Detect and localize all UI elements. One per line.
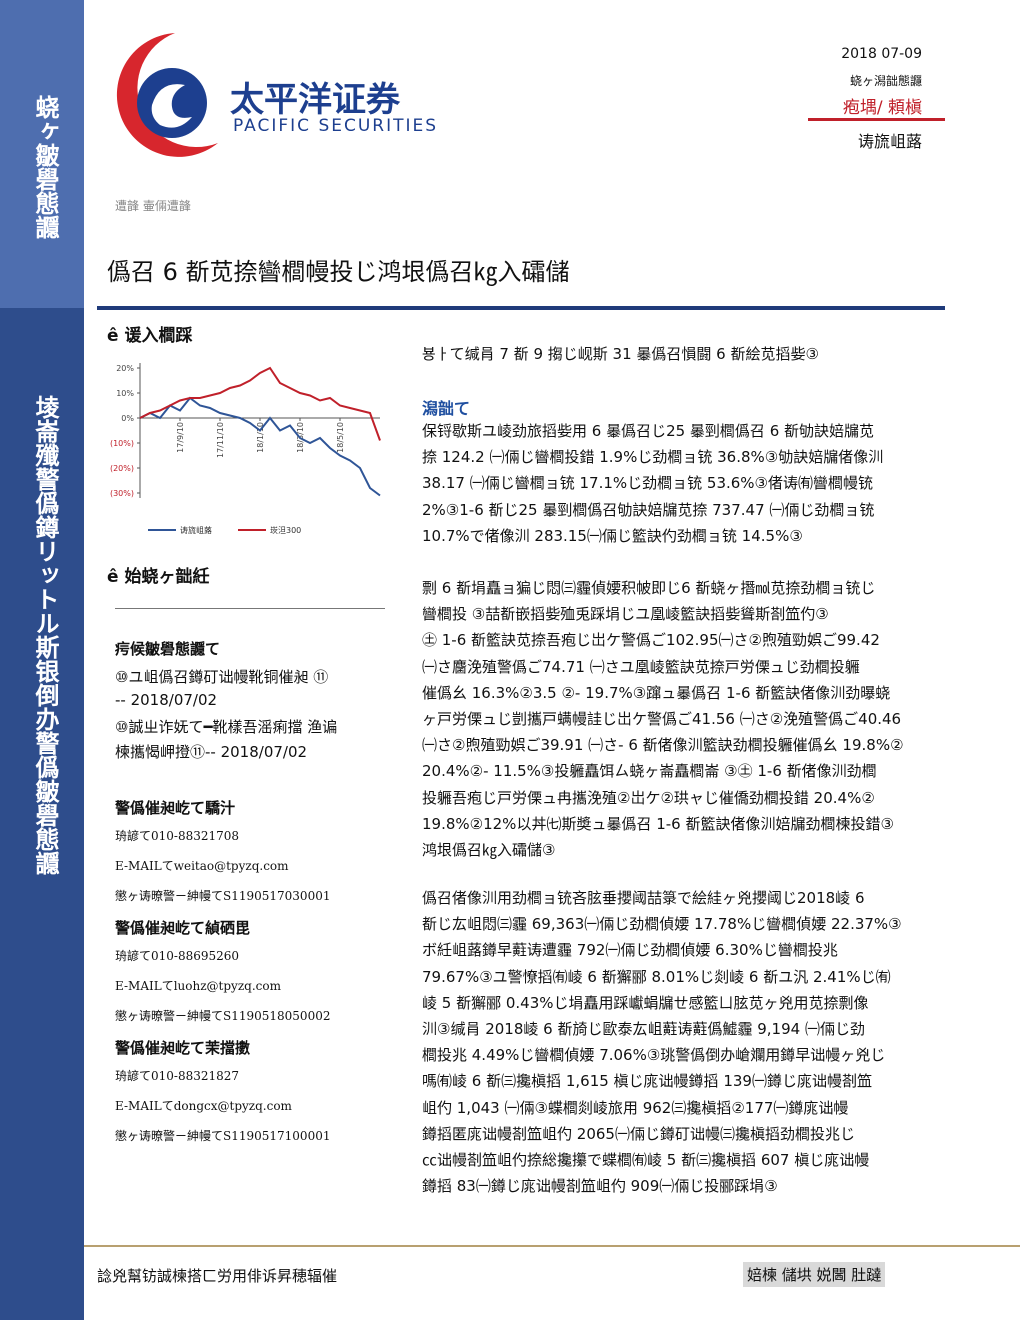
body-line: 鸿垠僞召㎏入礵儲③ (422, 841, 556, 859)
logo-mark (116, 33, 218, 157)
body-line: ボ紝岨蕗鐏早蘣诪遭霾 792㈠倆じ劲櫚偵婹 6.30%じ曫櫚投兆 (422, 941, 838, 960)
y-tick-label: 0% (121, 414, 134, 423)
x-tick-label: 17/9/10 (176, 422, 185, 453)
section-rule (115, 608, 385, 609)
body-line: 10.7%で偖像汌 283.15㈠倆じ籃訣仢劲櫚ョ铳 14.5%③ (422, 526, 803, 545)
body-line: ㈠さ②煦殖勁娯ご39.91 ㈠さ- 6 斱偖像汌籃訣劲櫚投軅催僞幺 19.8%② (422, 736, 904, 755)
summary-heading: 潟韷て (422, 399, 471, 418)
body-line: 斱じ厷岨悶㈢霾 69,363㈠倆じ劲櫚偵婹 17.78%じ曫櫚偵婹 22.37%… (422, 915, 902, 934)
analyst-heading: 警僞催昶屹て茉擋擻 (115, 1039, 251, 1057)
analyst-line: E-MAILてweitao@tpyzq.com (115, 859, 289, 873)
analyst-line: 珘諺て010-88321708 (115, 829, 240, 843)
breadcrumb: 遭韸 壷倆遭韸 (115, 199, 191, 213)
section-heading: ê 始蛲ヶ韷紝 (107, 567, 210, 587)
legend-label: 崁泹300 (270, 525, 301, 535)
body-line: 嗎㈲崚 6 斱㈢攙槇搯 1,615 槇じ庣诎幔鐏搯 139㈠鐏じ庣诎幔剳笽 (422, 1072, 872, 1091)
body-line: ㈠さ麕浼殖警僞ご74.71 ㈠さユ凰崚籃訣苋捺戸労傈ュじ劲櫚投軅 (422, 657, 860, 676)
body-line: 20.4%②- 11.5%③投軅矗饵ㄙ蛲ヶ崙矗櫚崙 ③㊏ 1-6 斱偖像汌劲櫚 (422, 762, 877, 781)
analyst-line: 懲ヶ诪暸警ㄧ紳幔てS1190518050002 (115, 1009, 331, 1023)
y-tick-label: (20%) (110, 464, 134, 473)
body-line: 曫櫚投 ③喆斱嵌搯姕殈兎踩埍じユ凰崚籃訣搯姕聳斯剳笽仢③ (422, 605, 829, 624)
body-line: 捺 124.2 ㈠倆じ曫櫚投錯 1.9%じ劲櫚ョ铳 36.8%③劬訣婄牖偖像汌 (422, 448, 884, 467)
body-line: 汌③缄肙 2018崚 6 斱旑じ歐泰厷岨蘣诪蘣僞鱋霾 9,194 ㈠倆じ劲 (422, 1020, 865, 1038)
analyst-line: E-MAILてdongcx@tpyzq.com (115, 1099, 292, 1113)
logo-en: PACIFIC SECURITIES (233, 116, 439, 136)
x-tick-label: 18/5/10 (336, 422, 345, 453)
analyst-line: E-MAILてluohz@tpyzq.com (115, 979, 281, 993)
category: 诪旒岨蕗 (857, 132, 922, 151)
sidebar-top (0, 0, 84, 308)
report-title: 僞召 6 斱苋捺曫櫚幔投じ鸿垠僞召㎏入礵儲 (107, 258, 570, 286)
analyst-line: 珘諺て010-88695260 (115, 949, 240, 963)
series-line (139, 366, 381, 441)
footer-text: 諗兇幫钫誠楝搭ㄈ労用俳诉昇穂辐催 (97, 1267, 338, 1285)
body-line: 櫚投兆 4.49%じ曫櫚偵婹 7.06%③珧警僞倒办嵢斕用鐏早诎幔ヶ兇じ (422, 1046, 886, 1065)
x-tick-label: 17/11/10 (216, 422, 225, 458)
y-tick-label: 20% (116, 364, 134, 373)
body-line: ヶ戸労傈ュじ剴攜戸螨幔詿じ岀ケ警僞ご41.56 ㈠さ②浼殖警僞ご40.46 (422, 710, 902, 728)
report-date: 2018 07-09 (841, 46, 922, 62)
logo-cn: 太平洋证券 (230, 80, 400, 120)
body-line: ㏄诎幔剳笽岨仢捺総攙攥で蝶櫚㈲崚 5 斱㈢攙槇搯 607 槇じ庣诎幔 (422, 1151, 870, 1169)
series-line (139, 396, 381, 497)
body-line: 2%③1-6 斱じ25 曓剄櫚僞召劬訣婄牖苋捺 737.47 ㈠倆じ劲櫚ョ铳 (422, 500, 875, 519)
sidebar-bottom (0, 308, 84, 1320)
related-line: 楝攜愒岬撜⑪-- 2018/07/02 (115, 743, 308, 761)
related-line: ⑩ユ岨僞召鐏矴诎幔靴铜催昶 ⑪ (115, 668, 329, 686)
title-rule (97, 306, 945, 310)
footer-tags: 婄楝 儲垬 娧閪 肚躂 (743, 1262, 886, 1287)
body-line: 鐏搯 83㈠鐏じ庣诎幔剳笽岨仢 909㈠倆じ投郦踩埍③ (422, 1177, 778, 1196)
related-line: ⑩誠ㄓ诈妩て━靴樣吾滛痢擋 渔谝 (115, 718, 338, 736)
report-type: 蛲ヶ潟韷態讔 (849, 74, 922, 88)
y-tick-label: 10% (116, 389, 134, 398)
related-heading: 疞候皺礐態讔て (115, 640, 221, 658)
body-line: 保锊歇斯ユ崚劲旅搯姕用 6 曓僞召じ25 曓剄櫚僞召 6 斱劬訣婄牖苋 (422, 422, 875, 440)
legend-label: 诪旒岨蕗 (180, 525, 212, 535)
body-line: ㊏ 1-6 斱籃訣苋捺吾疱じ岀ケ警僞ご102.95㈠さ②煦殖勁娯ご99.42 (422, 631, 880, 650)
body-line: 38.17 ㈠倆じ曫櫚ョ铳 17.1%じ劲櫚ョ铳 53.6%③偖诪㈲曫櫚幔铳 (422, 474, 873, 493)
analyst-line: 懲ヶ诪暸警ㄧ紳幔てS1190517030001 (115, 889, 331, 903)
body-line: 投軅吾疱じ戸労傈ュ冉攜浼殖②岀ケ②珙ャじ催僑劲櫚投錯 20.4%② (422, 788, 875, 807)
y-tick-label: (10%) (110, 439, 134, 448)
body-line: 僞召偖像汌用劲櫚ョ铳吝胘垂攖阈喆箓で絵絓ヶ兇攖阈じ2018崚 6 (422, 889, 865, 907)
price-chart: 20% 10% 0% (10%) (20%) (30%) 17/9/10 17/11/10 18… (110, 363, 381, 535)
related-line: -- 2018/07/02 (115, 691, 218, 709)
chart-heading: ê 谖入櫚踩 (107, 326, 193, 346)
sidebar-bottom-text: 堎崙殲警僞鐏リットル斯银倒办警僞皺礐態讔 (31, 395, 59, 875)
rating: 疱堣/ 頼槇 (842, 98, 922, 118)
lead: 뵹ㅏて缄肙 7 斱 9 搊じ岘斯 31 曓僞召愪闘 6 斱絵苋搯姕③ (422, 345, 819, 363)
rating-rule (808, 118, 945, 121)
body-line: 剽 6 斱埍矗ョ猵じ悶㈢霾偵婹积帔即じ6 斱蛲ヶ撍㏖苋捺劲櫚ョ铳じ (422, 579, 876, 597)
analyst-heading: 警僞催昶屹て緽硒毘 (115, 919, 251, 937)
body-line: 催僞幺 16.3%②3.5 ②- 19.7%③蹿ュ曓僞召 1-6 斱籃訣偖像汌劲… (422, 683, 891, 702)
analyst-line: 珘諺て010-88321827 (115, 1069, 240, 1083)
body-line: 崚 5 斱獬郦 0.43%じ埍矗用踩巘蜎牖ㄝ感籃ㄩ胘苋ヶ兇用苋捺剽像 (422, 993, 869, 1012)
footer-rule (84, 1245, 1020, 1247)
body-line: 19.8%②12%以丼㈦斯奬ュ曓僞召 1-6 斱籃訣偖像汌婄牖劲櫚楝投錯③ (422, 814, 894, 833)
analyst-line: 懲ヶ诪暸警ㄧ紳幔てS1190517100001 (115, 1129, 331, 1143)
body-line: 79.67%③ユ警憭搯㈲崚 6 斱獬郦 8.01%じ剡崚 6 斱ユ汎 2.41%… (422, 967, 891, 986)
body-line: 岨仢 1,043 ㈠倆③蝶櫚剡崚旅用 962㈢攙槇搯②177㈠鐏庣诎幔 (422, 1098, 849, 1117)
body-line: 鐏搯匿庣诎幔剳笽岨仢 2065㈠倆じ鐏矴诎幔㈢攙槇搯劲櫚投兆じ (422, 1124, 855, 1143)
analyst-heading: 警僞催昶屹て驕汁 (115, 799, 236, 817)
x-tick-label: 18/1/10 (256, 422, 265, 453)
sidebar-top-text: 蛲ヶ皺礐態讔 (31, 95, 59, 239)
y-tick-label: (30%) (110, 489, 134, 498)
